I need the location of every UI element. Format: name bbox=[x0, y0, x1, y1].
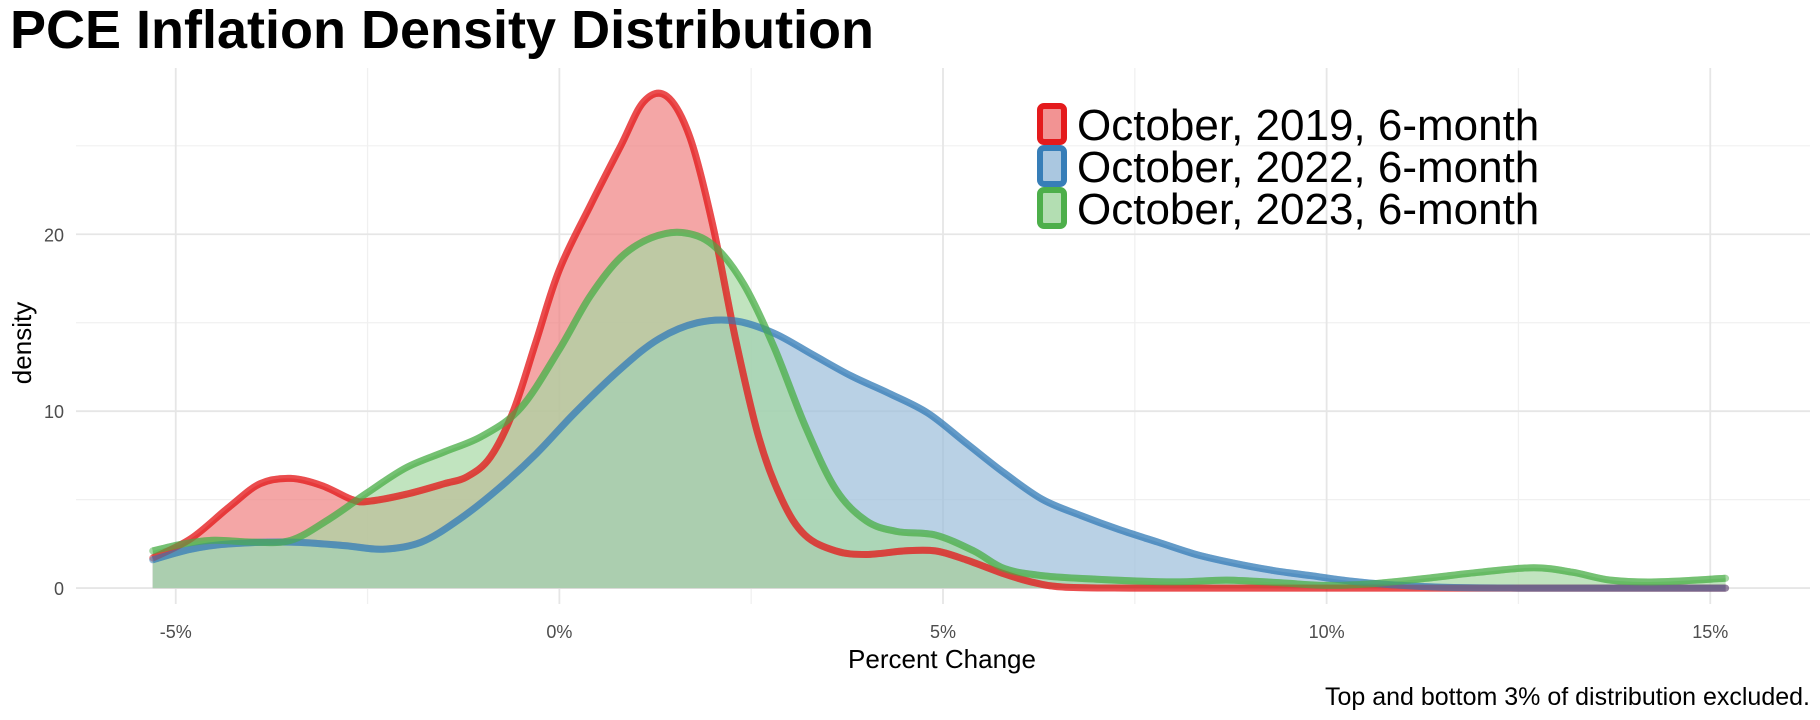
density-area-series-3 bbox=[152, 232, 1726, 589]
legend-label: October, 2019, 6-month bbox=[1077, 101, 1539, 150]
x-tick-label: 0% bbox=[546, 622, 572, 642]
x-tick-label: 15% bbox=[1692, 622, 1728, 642]
density-outline-series-2 bbox=[151, 316, 1726, 592]
y-tick-label: 10 bbox=[44, 402, 64, 422]
x-tick-label: -5% bbox=[160, 622, 192, 642]
x-tick-label: 5% bbox=[930, 622, 956, 642]
grid-lines bbox=[76, 68, 1810, 604]
axis-labels: -5% 0% 5% 10% 15% 0 10 20 bbox=[44, 225, 1728, 642]
chart-caption: Top and bottom 3% of distribution exclud… bbox=[1325, 683, 1810, 711]
x-axis-title: Percent Change bbox=[848, 644, 1036, 674]
legend-label: October, 2022, 6-month bbox=[1077, 143, 1539, 192]
y-tick-label: 20 bbox=[44, 225, 64, 245]
density-lines bbox=[149, 89, 1730, 592]
legend-swatch bbox=[1037, 187, 1067, 229]
legend-swatch bbox=[1037, 145, 1067, 187]
density-outline-series-1 bbox=[151, 89, 1726, 592]
density-outline-series-3 bbox=[151, 228, 1726, 589]
legend-swatch bbox=[1037, 103, 1067, 145]
y-axis-title: density bbox=[7, 302, 37, 384]
chart-title: PCE Inflation Density Distribution bbox=[10, 0, 875, 60]
density-areas bbox=[152, 93, 1726, 589]
y-tick-label: 0 bbox=[54, 579, 64, 599]
x-tick-label: 10% bbox=[1309, 622, 1345, 642]
legend-label: October, 2023, 6-month bbox=[1077, 185, 1539, 234]
